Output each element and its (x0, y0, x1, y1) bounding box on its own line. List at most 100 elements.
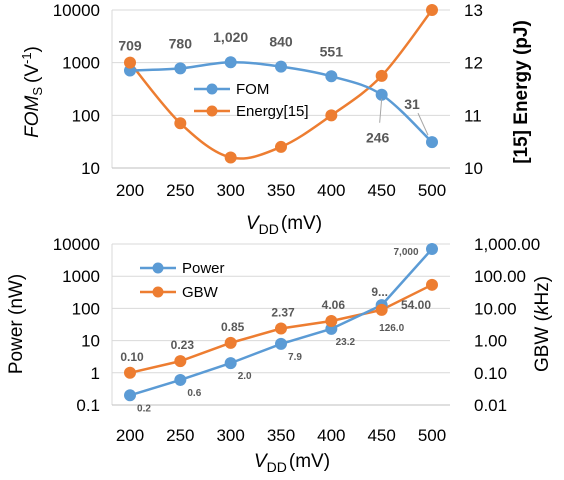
bottom-right-tick-label: 1.00 (474, 332, 507, 351)
gbw-data-label: 9... (371, 285, 388, 299)
top-x-axis-ticks: 200 250 300 350 400 450 500 (116, 181, 446, 200)
fom-point (325, 70, 338, 83)
energy-point (325, 109, 338, 122)
bottom-right-tick-label: 100.00 (474, 267, 526, 286)
bottom-left-tick-label: 10000 (53, 235, 100, 254)
bottom-series-layer (124, 242, 438, 402)
fom-data-label: 840 (269, 34, 293, 50)
gbw-data-label: 2.37 (271, 306, 295, 320)
bottom-x-tick-label: 450 (367, 426, 395, 445)
power-gbw-chart: 0.1 1 10 100 1000 10000 0.01 0.10 1.00 10.00 100.… (6, 235, 553, 475)
top-x-tick-label: 200 (116, 181, 144, 200)
gbw-point (375, 303, 388, 316)
fom-label-leader (417, 112, 429, 136)
gbw-data-label: 0.10 (120, 350, 144, 364)
top-left-tick-label: 100 (72, 106, 100, 125)
bottom-data-labels: 0.2 0.6 2.0 7.9 23.2 126.0 7,000 0.10 0.23 0.85 2.… (120, 247, 431, 414)
bottom-left-tick-label: 1000 (62, 267, 100, 286)
power-data-label: 0.6 (187, 388, 201, 399)
bottom-left-axis-label: Power (nW) (6, 274, 27, 374)
fom-label-leader (379, 98, 383, 123)
top-left-tick-label: 10 (81, 159, 100, 178)
gbw-data-label: 0.85 (221, 320, 245, 334)
bottom-left-tick-label: 1 (91, 364, 100, 383)
fom-point (224, 56, 237, 69)
top-x-tick-label: 300 (216, 181, 244, 200)
bottom-x-axis-label: VDD (mV) (254, 451, 330, 475)
gbw-data-label: 54.00 (401, 298, 431, 312)
top-right-tick-label: 12 (464, 54, 483, 73)
bottom-left-tick-label: 0.1 (76, 396, 100, 415)
top-x-tick-label: 350 (267, 181, 295, 200)
gbw-point (325, 315, 338, 328)
bottom-right-axis-label: GBW (kHz) (532, 276, 553, 372)
bottom-x-tick-label: 400 (317, 426, 345, 445)
top-left-axis-label: FOMS(V-1) (19, 46, 45, 138)
top-right-axis-label: [15] Energy (pJ) (511, 20, 532, 164)
power-point (124, 389, 136, 402)
fom-data-label: 780 (169, 35, 193, 51)
top-x-tick-label: 450 (367, 181, 395, 200)
legend-power-label: Power (182, 260, 225, 277)
energy-point (375, 69, 388, 82)
gbw-point (275, 322, 287, 335)
bottom-left-axis-ticks: 0.1 1 10 100 1000 10000 (53, 235, 100, 415)
fom-point (426, 136, 438, 149)
fom-energy-chart: 10 100 1000 10000 10 11 12 13 200 250 300 350 400 4… (19, 1, 532, 237)
legend-fom-marker (206, 83, 218, 95)
top-left-axis-ticks: 10 100 1000 10000 (53, 1, 100, 178)
gbw-point (224, 336, 237, 349)
energy-point (426, 4, 438, 16)
bottom-right-tick-label: 0.01 (474, 396, 507, 415)
bottom-x-tick-label: 200 (116, 426, 144, 445)
power-data-label: 7.9 (288, 352, 302, 363)
top-right-tick-label: 11 (464, 106, 482, 125)
legend-energy-label: Energy[15] (236, 103, 309, 120)
top-series-layer (124, 4, 438, 164)
energy-point (224, 151, 237, 164)
fom-data-label: 31 (404, 96, 420, 112)
bottom-x-tick-label: 250 (166, 426, 194, 445)
fom-data-label: 551 (320, 43, 344, 59)
top-left-tick-label: 1000 (62, 54, 100, 73)
fom-point (375, 88, 388, 101)
power-data-label: 7,000 (393, 247, 418, 258)
bottom-right-tick-label: 0.10 (474, 364, 507, 383)
gbw-point (124, 366, 136, 379)
bottom-x-tick-label: 500 (418, 426, 446, 445)
bottom-x-tick-label: 300 (216, 426, 244, 445)
top-data-labels: 709 780 1,020 840 551 246 31 (118, 29, 429, 146)
power-series-line (129, 248, 433, 397)
legend-fom-label: FOM (236, 81, 269, 98)
top-x-tick-label: 250 (166, 181, 194, 200)
legend-energy-marker (206, 105, 218, 117)
top-x-tick-label: 500 (418, 181, 446, 200)
power-point (275, 337, 287, 350)
energy-point (124, 56, 136, 69)
gbw-data-label: 4.06 (322, 298, 346, 312)
fom-point (275, 60, 287, 73)
top-x-tick-label: 400 (317, 181, 345, 200)
power-point (174, 373, 187, 386)
bottom-x-tick-label: 350 (267, 426, 295, 445)
power-data-label: 23.2 (336, 337, 356, 348)
fom-data-label: 1,020 (213, 29, 248, 45)
bottom-right-tick-label: 10.00 (474, 299, 517, 318)
energy-point (275, 140, 287, 153)
bottom-legend: Power GBW (140, 260, 225, 301)
top-right-tick-label: 13 (464, 1, 483, 20)
power-point (224, 357, 237, 370)
fom-data-label: 246 (366, 130, 390, 146)
energy-point (174, 117, 187, 130)
top-right-axis-ticks: 10 11 12 13 (464, 1, 483, 178)
fom-data-label: 709 (118, 38, 142, 54)
bottom-left-tick-label: 100 (72, 299, 100, 318)
gbw-point (426, 278, 438, 291)
power-point (426, 242, 438, 255)
top-legend: FOM Energy[15] (194, 81, 309, 120)
top-x-axis-label: VDD (mV) (246, 213, 322, 237)
bottom-left-tick-label: 10 (81, 332, 100, 351)
legend-power-marker (152, 262, 164, 274)
gbw-data-label: 0.23 (171, 338, 195, 352)
